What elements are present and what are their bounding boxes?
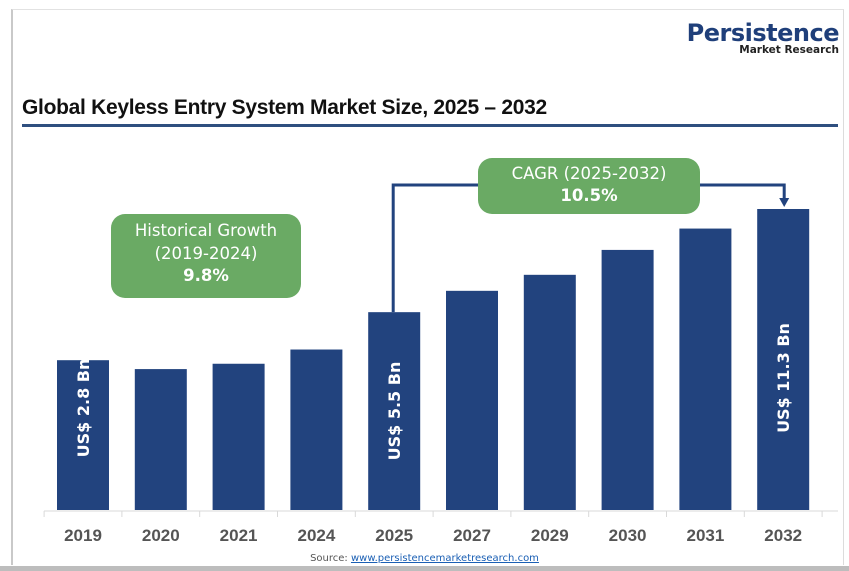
source-link[interactable]: www.persistencemarketresearch.com bbox=[350, 553, 539, 564]
x-tick-label-2027: 2027 bbox=[453, 526, 491, 545]
chart-frame bbox=[11, 9, 844, 565]
bar-2031 bbox=[679, 228, 732, 510]
bar-2019 bbox=[57, 360, 109, 510]
x-tick-label-2019: 2019 bbox=[64, 526, 102, 545]
brand-logo: Persistence Market Research bbox=[674, 19, 840, 56]
x-tick-label-2020: 2020 bbox=[142, 526, 180, 545]
cagr-value: 10.5% bbox=[560, 186, 618, 205]
x-tick-label-2021: 2021 bbox=[220, 526, 258, 545]
historical-growth-callout: Historical Growth (2019-2024) 9.8% bbox=[111, 214, 301, 298]
chart-title: Global Keyless Entry System Market Size,… bbox=[22, 96, 547, 119]
bar-2029 bbox=[523, 274, 576, 510]
bar-2024 bbox=[290, 349, 343, 510]
bar-2025 bbox=[368, 312, 421, 510]
data-label-2019: US$ 2.8 Bn bbox=[74, 359, 93, 458]
x-tick-label-2024: 2024 bbox=[297, 526, 335, 545]
logo-name: Persistence bbox=[686, 19, 840, 47]
data-label-2032: US$ 11.3 Bn bbox=[774, 323, 793, 433]
arrow-down-icon bbox=[779, 198, 790, 207]
historical-growth-title: Historical Growth bbox=[134, 221, 278, 240]
source-note: Source: www.persistencemarketresearch.co… bbox=[0, 553, 849, 564]
cagr-callout: CAGR (2025-2032) 10.5% bbox=[478, 158, 700, 214]
historical-growth-period: (2019-2024) bbox=[154, 244, 258, 263]
logo-tagline: Market Research bbox=[739, 44, 839, 56]
bottom-scroll-edge bbox=[0, 566, 849, 571]
x-tick-label-2031: 2031 bbox=[686, 526, 724, 545]
bar-2032 bbox=[757, 209, 810, 510]
title-underline bbox=[22, 124, 838, 127]
x-tick-label-2030: 2030 bbox=[609, 526, 647, 545]
bar-2030 bbox=[601, 249, 654, 510]
bar-2021 bbox=[212, 363, 265, 510]
source-prefix: Source: bbox=[310, 553, 351, 564]
cagr-title: CAGR (2025-2032) bbox=[511, 164, 667, 183]
x-tick-label-2025: 2025 bbox=[375, 526, 413, 545]
bar-2027 bbox=[446, 290, 498, 510]
bar-2020 bbox=[134, 369, 187, 510]
x-tick-label-2029: 2029 bbox=[531, 526, 569, 545]
data-label-2025: US$ 5.5 Bn bbox=[385, 362, 404, 461]
x-tick-label-2032: 2032 bbox=[764, 526, 802, 545]
historical-growth-value: 9.8% bbox=[183, 266, 229, 285]
